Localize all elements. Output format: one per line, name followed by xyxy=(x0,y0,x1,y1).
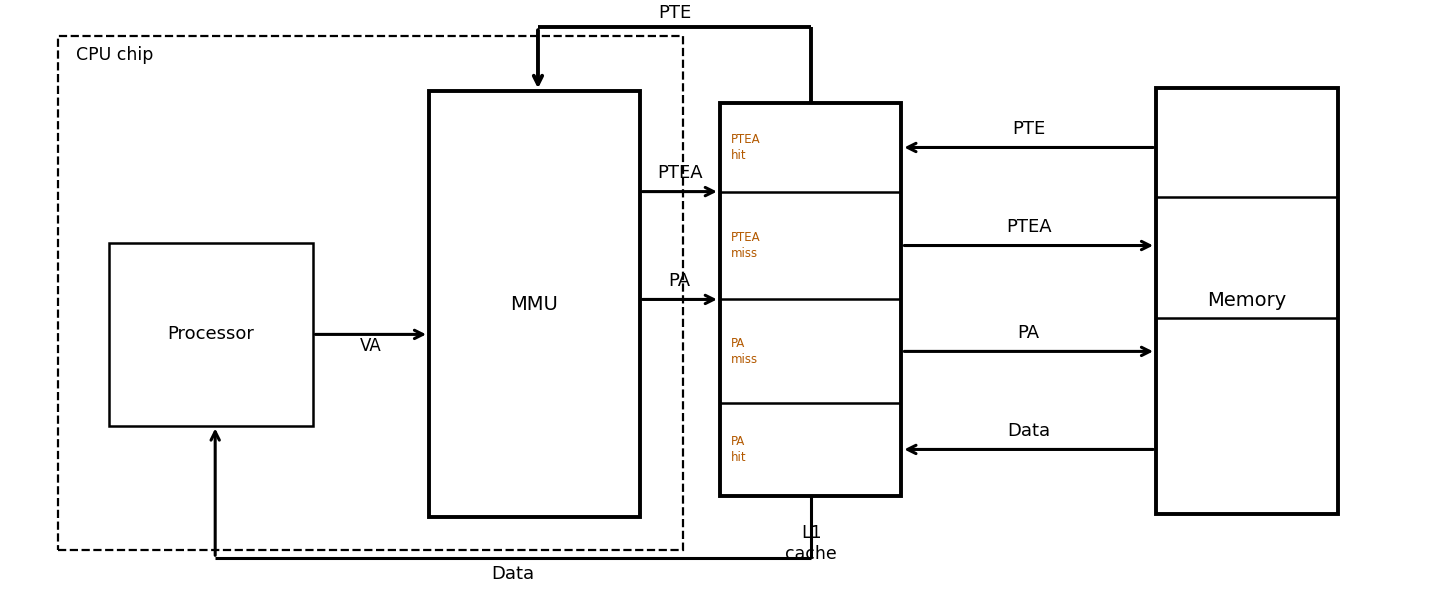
Text: Data: Data xyxy=(1008,423,1050,440)
Text: PTE: PTE xyxy=(659,4,691,22)
Bar xyxy=(109,243,313,426)
Bar xyxy=(1156,88,1338,514)
Text: PTEA: PTEA xyxy=(657,165,702,182)
Text: PTEA
miss: PTEA miss xyxy=(731,231,760,260)
Bar xyxy=(720,103,901,496)
Text: VA: VA xyxy=(361,337,381,356)
Bar xyxy=(58,36,683,550)
Text: PTE: PTE xyxy=(1012,120,1045,139)
Text: PA
hit: PA hit xyxy=(731,435,747,464)
Text: PA
miss: PA miss xyxy=(731,337,759,366)
Text: PA: PA xyxy=(1018,324,1040,342)
Text: Memory: Memory xyxy=(1207,291,1287,311)
Text: PTEA: PTEA xyxy=(1006,218,1051,237)
Text: Processor: Processor xyxy=(167,325,254,344)
Text: PTEA
hit: PTEA hit xyxy=(731,133,760,162)
Text: MMU: MMU xyxy=(510,294,558,314)
Bar xyxy=(429,91,640,517)
Text: PA: PA xyxy=(669,272,691,290)
Text: Data: Data xyxy=(491,565,535,584)
Text: CPU chip: CPU chip xyxy=(76,46,153,64)
Text: L1
cache: L1 cache xyxy=(785,524,838,563)
